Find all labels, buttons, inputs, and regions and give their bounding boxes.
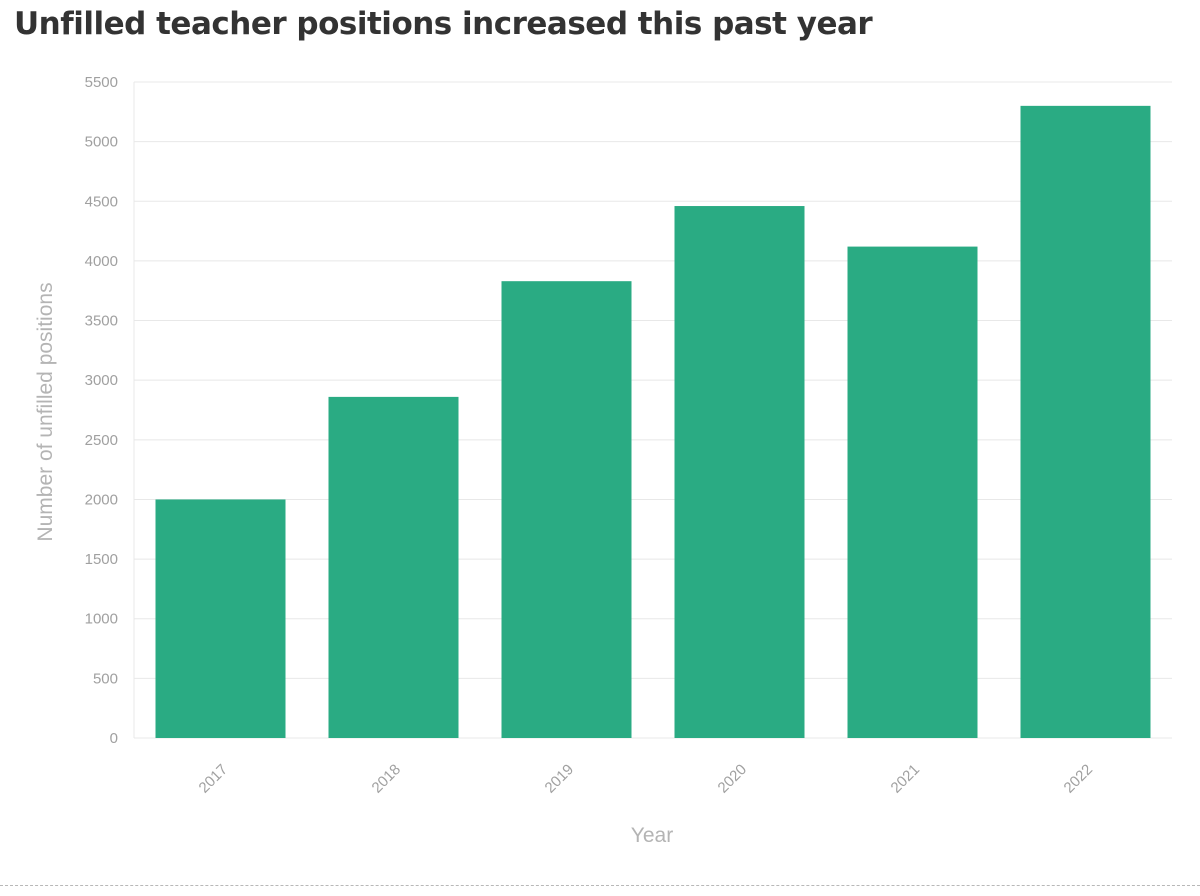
y-tick-label: 2500	[85, 432, 118, 449]
y-tick-label: 5000	[85, 134, 118, 151]
bar-2020	[674, 206, 805, 738]
x-axis-ticks: 2017 2018 2019 2020 2021 2022	[196, 761, 1097, 797]
y-tick-label: 0	[110, 730, 118, 747]
y-tick-label: 4000	[85, 253, 118, 270]
x-tick-label: 2022	[1061, 761, 1097, 797]
bar-2019	[501, 281, 632, 738]
y-axis-title: Number of unfilled positions	[34, 282, 57, 541]
y-tick-label: 1500	[85, 551, 118, 568]
bar-2021	[847, 246, 978, 738]
y-tick-label: 4500	[85, 193, 118, 210]
y-tick-label: 5500	[85, 74, 118, 91]
chart-title: Unfilled teacher positions increased thi…	[14, 6, 873, 42]
x-tick-label: 2021	[888, 761, 924, 797]
bars	[155, 105, 1151, 738]
bottom-divider	[0, 885, 1200, 886]
x-tick-label: 2019	[542, 761, 578, 797]
gridlines	[133, 81, 1172, 739]
bar-2017	[155, 499, 286, 738]
y-axis-ticks: 0 500 1000 1500 2000 2500 3000 3500 4000 4500 5000…	[85, 74, 118, 747]
y-tick-label: 3000	[85, 372, 118, 389]
bar-2022	[1020, 105, 1151, 738]
y-tick-label: 500	[93, 670, 118, 687]
y-tick-label: 3500	[85, 313, 118, 330]
bar-2018	[328, 396, 459, 738]
y-tick-label: 1000	[85, 611, 118, 628]
y-tick-label: 2000	[85, 491, 118, 508]
x-tick-label: 2020	[715, 761, 751, 797]
x-tick-label: 2018	[369, 761, 405, 797]
x-axis-title: Year	[631, 824, 673, 847]
x-tick-label: 2017	[196, 761, 232, 797]
